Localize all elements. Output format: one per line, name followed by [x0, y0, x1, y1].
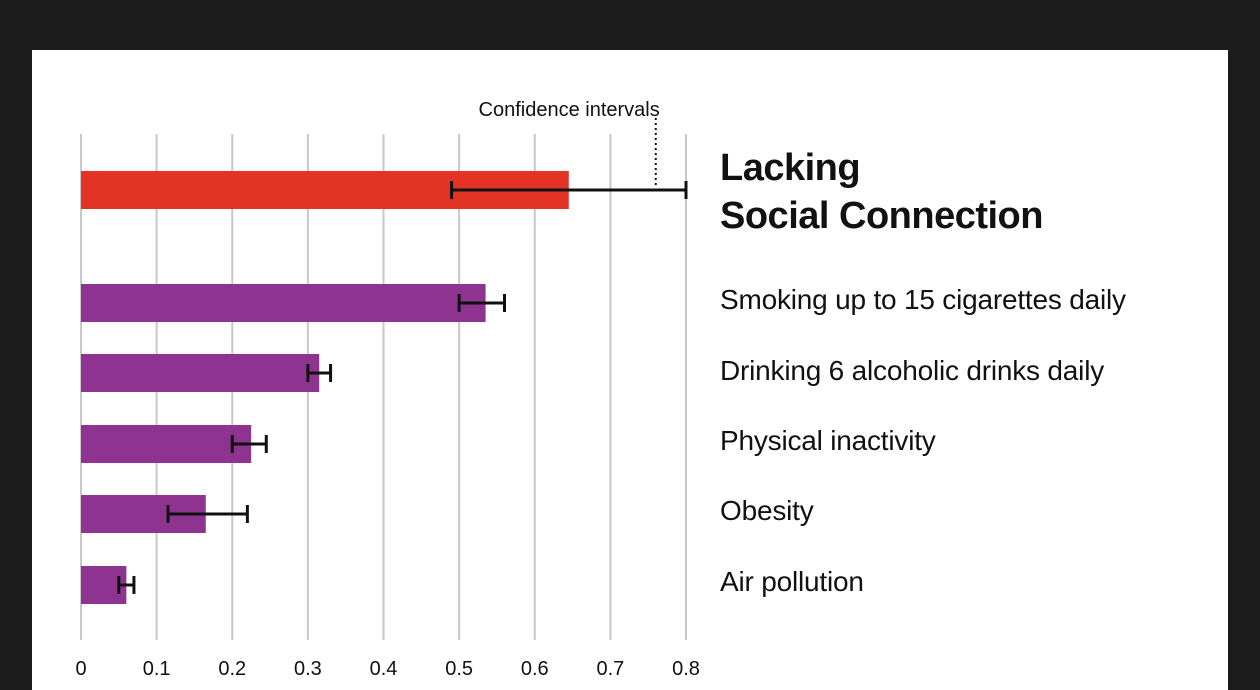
x-tick-label: 0.3: [294, 658, 322, 680]
category-label-lacking-social-connection: Lacking Social Connection: [720, 144, 1043, 240]
bar-chart: 0 0.1 0.2 0.3 0.4 0.5 0.6 0.7 0.8 Confidence inte…: [75, 99, 700, 680]
annotation-label: Confidence intervals: [479, 99, 660, 121]
category-label-air-pollution: Air pollution: [720, 566, 864, 597]
x-tick-label: 0.5: [445, 658, 473, 680]
bar: [81, 425, 252, 463]
x-tick-label: 0.7: [596, 658, 624, 680]
category-label-line-1: Lacking: [720, 147, 861, 189]
x-tick-label: 0.8: [672, 658, 700, 680]
category-label-smoking: Smoking up to 15 cigarettes daily: [720, 284, 1126, 315]
x-tick-label: 0.4: [370, 658, 398, 680]
x-tick-label: 0.1: [143, 658, 171, 680]
x-tick-label: 0: [75, 658, 86, 680]
bar: [81, 354, 320, 392]
category-label-drinking: Drinking 6 alcoholic drinks daily: [720, 355, 1105, 386]
x-tick-label: 0.2: [218, 658, 246, 680]
category-label-line-2: Social Connection: [720, 195, 1043, 237]
x-tick-label: 0.6: [521, 658, 549, 680]
category-label-physical-inactivity: Physical inactivity: [720, 425, 936, 456]
category-label-obesity: Obesity: [720, 495, 814, 526]
chart-panel: 0 0.1 0.2 0.3 0.4 0.5 0.6 0.7 0.8 Confidence inte…: [32, 50, 1228, 690]
bar: [81, 284, 486, 322]
